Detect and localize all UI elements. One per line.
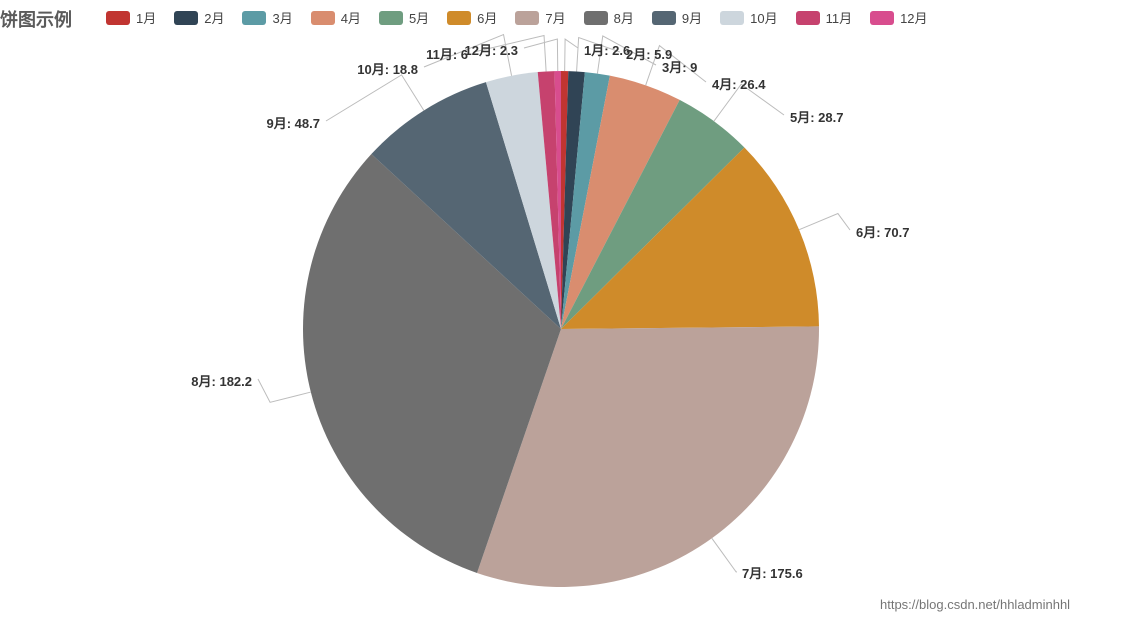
label-line [258, 379, 311, 402]
slice-label-9月: 9月: 48.7 [267, 113, 320, 132]
slice-label-10月: 10月: 18.8 [357, 59, 418, 78]
label-line [565, 39, 578, 71]
pie-chart-container: 饼图示例 1月2月3月4月5月6月7月8月9月10月11月12月 1月: 2.6… [0, 0, 1125, 625]
slice-label-1月: 1月: 2.6 [584, 40, 630, 59]
slice-label-6月: 6月: 70.7 [856, 222, 909, 241]
label-line [712, 538, 737, 572]
label-line [524, 39, 558, 71]
slice-label-4月: 4月: 26.4 [712, 74, 765, 93]
watermark: https://blog.csdn.net/hhladminhhl [880, 597, 1070, 612]
slice-label-12月: 12月: 2.3 [465, 40, 518, 59]
slice-label-3月: 3月: 9 [662, 57, 697, 76]
pie-svg [0, 0, 1125, 625]
slice-label-5月: 5月: 28.7 [790, 107, 843, 126]
label-line [799, 214, 850, 230]
slice-label-11月: 11月: 6 [426, 44, 468, 63]
slice-label-8月: 8月: 182.2 [191, 371, 252, 390]
label-line [326, 75, 424, 121]
slice-label-7月: 7月: 175.6 [742, 563, 803, 582]
